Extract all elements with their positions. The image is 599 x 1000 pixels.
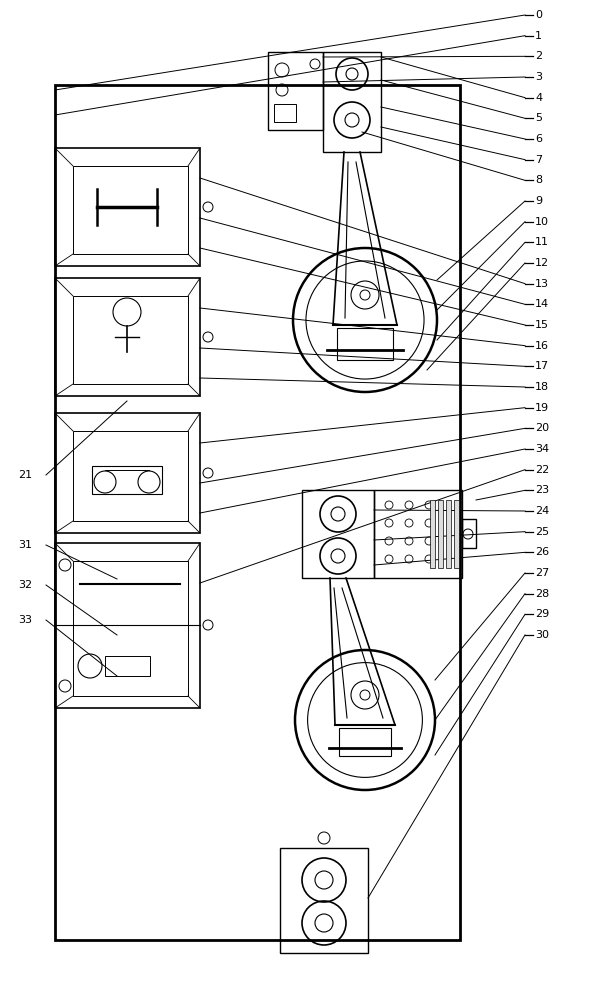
Text: 1: 1: [535, 31, 542, 41]
Bar: [374, 490, 462, 578]
Text: 23: 23: [535, 485, 549, 495]
Bar: [73, 296, 188, 384]
Bar: [274, 104, 296, 122]
Text: 21: 21: [18, 470, 32, 480]
Text: 7: 7: [535, 155, 542, 165]
Text: 28: 28: [535, 589, 549, 599]
Text: 6: 6: [535, 134, 542, 144]
Text: 10: 10: [535, 217, 549, 227]
Bar: [438, 500, 443, 568]
Bar: [55, 85, 460, 940]
Bar: [337, 328, 393, 360]
Text: 18: 18: [535, 382, 549, 392]
Text: 5: 5: [535, 113, 542, 123]
Text: 8: 8: [535, 175, 542, 185]
Bar: [55, 413, 200, 533]
Text: 14: 14: [535, 299, 549, 309]
Text: 11: 11: [535, 237, 549, 247]
Text: 13: 13: [535, 279, 549, 289]
Text: 30: 30: [535, 630, 549, 640]
Bar: [55, 543, 200, 708]
Text: 4: 4: [535, 93, 542, 103]
Bar: [446, 500, 451, 568]
Bar: [462, 519, 476, 548]
Bar: [268, 52, 323, 130]
Text: 19: 19: [535, 403, 549, 413]
Text: 17: 17: [535, 361, 549, 371]
Bar: [430, 500, 435, 568]
Text: 31: 31: [18, 540, 32, 550]
Bar: [73, 561, 188, 696]
Bar: [280, 848, 368, 953]
Text: 2: 2: [535, 51, 542, 61]
Text: 25: 25: [535, 527, 549, 537]
Text: 12: 12: [535, 258, 549, 268]
Text: 3: 3: [535, 72, 542, 82]
Text: 33: 33: [18, 615, 32, 625]
Text: 9: 9: [535, 196, 542, 206]
Text: 29: 29: [535, 609, 549, 619]
Text: 27: 27: [535, 568, 549, 578]
Bar: [105, 656, 150, 676]
Text: 24: 24: [535, 506, 549, 516]
Bar: [454, 500, 459, 568]
Text: 15: 15: [535, 320, 549, 330]
Text: 34: 34: [535, 444, 549, 454]
Bar: [55, 148, 200, 266]
Bar: [92, 466, 162, 494]
Text: 32: 32: [18, 580, 32, 590]
Bar: [302, 490, 374, 578]
Bar: [55, 278, 200, 396]
Bar: [323, 52, 381, 152]
Text: 22: 22: [535, 465, 549, 475]
Bar: [73, 431, 188, 521]
Text: 16: 16: [535, 341, 549, 351]
Text: 0: 0: [535, 10, 542, 20]
Text: 20: 20: [535, 423, 549, 433]
Bar: [339, 728, 391, 756]
Bar: [73, 166, 188, 254]
Text: 26: 26: [535, 547, 549, 557]
